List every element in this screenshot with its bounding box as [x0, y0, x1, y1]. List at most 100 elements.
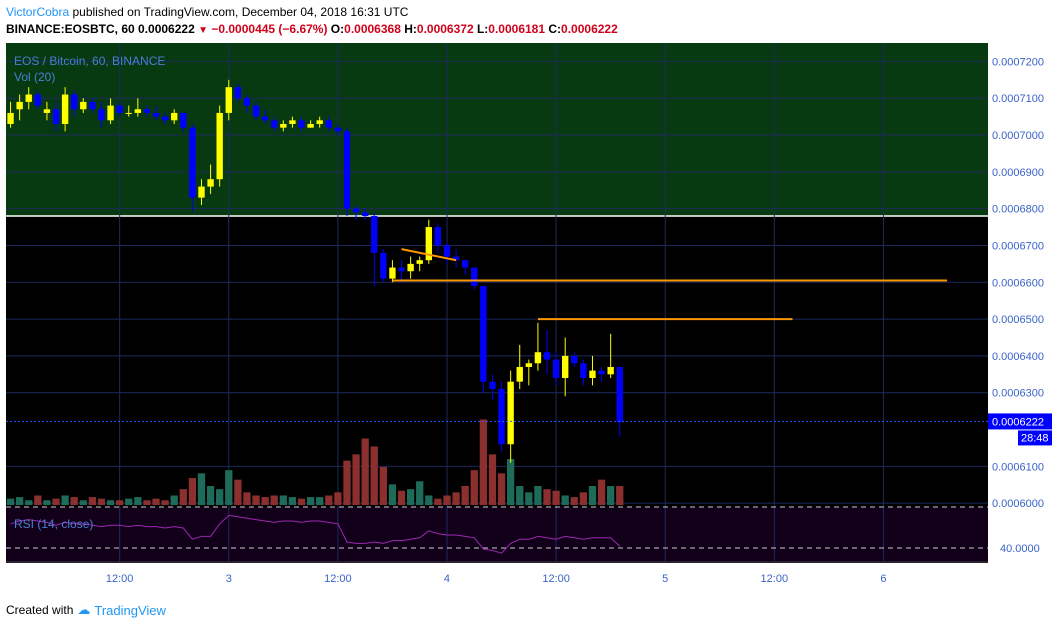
volume-bar — [197, 473, 206, 505]
x-tick-label: 4 — [444, 573, 450, 585]
volume-bar — [416, 481, 424, 505]
trend-line — [401, 248, 457, 262]
candle-body — [152, 112, 160, 117]
volume-bar — [325, 495, 333, 505]
volume-bar — [79, 500, 87, 505]
volume-bar — [607, 486, 615, 505]
candle-body — [525, 363, 533, 367]
volume-bar — [507, 459, 515, 505]
high-value: 0.0006372 — [416, 22, 474, 36]
candle-body — [452, 256, 460, 261]
candle-body — [480, 285, 487, 382]
volume-bar — [143, 500, 151, 505]
volume-bar — [43, 500, 51, 505]
candle-body — [361, 212, 369, 217]
candle-body — [334, 127, 342, 132]
volume-bar — [170, 495, 178, 505]
x-tick-label: 3 — [226, 573, 232, 585]
volume-bar — [306, 497, 315, 505]
publish-line: VictorCobra published on TradingView.com… — [6, 5, 408, 19]
candle-body — [298, 120, 305, 128]
volume-bar — [370, 446, 378, 505]
y-tick-label: 0.0007100 — [992, 93, 1044, 105]
volume-bar — [334, 492, 342, 505]
price-axis — [988, 43, 1058, 563]
y-tick-label: 0.0006800 — [992, 204, 1044, 216]
volume-bar — [70, 497, 78, 505]
candle-body — [543, 352, 551, 360]
candle-body — [316, 120, 323, 124]
candle-body — [52, 109, 60, 124]
candle-body — [343, 131, 351, 209]
volume-bar — [261, 497, 269, 505]
volume-label: Vol (20) — [14, 70, 55, 84]
candle-body — [616, 366, 623, 423]
candle-body — [234, 87, 242, 99]
volume-bar — [561, 495, 569, 505]
volume-bar — [279, 495, 287, 505]
y-tick-label: 0.0006300 — [992, 388, 1044, 400]
candle-body — [261, 116, 269, 121]
candle-body — [534, 352, 542, 364]
candle-body — [171, 112, 178, 121]
volume-bar — [588, 486, 597, 505]
volume-bar — [288, 497, 297, 505]
candle-body — [80, 101, 87, 110]
candle-body — [143, 109, 151, 113]
symbol-text: BINANCE:EOSBTC, 60 — [6, 22, 135, 36]
candle-body — [498, 389, 505, 445]
tradingview-brand[interactable]: TradingView — [94, 602, 166, 618]
candle-body — [271, 120, 278, 128]
volume-bar — [243, 492, 251, 505]
price-label: 0.0006222 — [992, 416, 1044, 428]
rsi-line — [10, 514, 621, 554]
down-triangle-icon: ▼ — [198, 25, 209, 36]
volume-bar — [16, 497, 24, 505]
candle-body — [243, 98, 251, 106]
candle-body — [434, 227, 442, 246]
volume-bar — [234, 479, 242, 505]
volume-bar — [25, 500, 33, 505]
volume-bar — [216, 489, 224, 505]
candle-body — [489, 381, 496, 390]
candle-body — [216, 112, 223, 180]
x-tick-label: 12:00 — [542, 573, 570, 585]
close-label: C: — [548, 22, 562, 36]
candle-body — [225, 87, 232, 113]
volume-bar — [97, 498, 106, 505]
candle-body — [425, 227, 432, 261]
y-tick-label: 0.0006600 — [992, 277, 1044, 289]
volume-bar — [570, 497, 578, 505]
low-label: L: — [476, 22, 489, 36]
candle-body — [352, 208, 360, 213]
volume-bar — [61, 495, 69, 505]
created-with-text: Created with — [6, 603, 74, 617]
y-tick-label: 0.0006100 — [992, 461, 1044, 473]
resistance-zone — [6, 43, 988, 217]
published-text: published on TradingView.com, December 0… — [69, 5, 409, 19]
volume-bar — [461, 486, 469, 505]
candle-body — [407, 263, 414, 272]
candle-body — [161, 116, 169, 121]
volume-bar — [6, 498, 15, 505]
last-price: 0.0006222 — [138, 22, 195, 36]
volume-bar — [470, 470, 478, 505]
volume-bar — [206, 486, 215, 505]
candle-body — [61, 94, 69, 124]
volume-bar — [434, 498, 442, 505]
y-tick-label: 0.0006400 — [992, 351, 1044, 363]
volume-bar — [579, 492, 588, 505]
author-link[interactable]: VictorCobra — [6, 5, 70, 19]
volume-bar — [116, 500, 124, 505]
candle-body — [25, 94, 32, 102]
y-tick-label: 0.0006700 — [992, 240, 1044, 252]
candle-body — [16, 101, 23, 110]
volume-bar — [443, 495, 451, 505]
candle-body — [325, 120, 332, 128]
candle-body — [107, 105, 114, 121]
volume-bar — [452, 492, 460, 505]
low-value: 0.0006181 — [488, 22, 546, 36]
footer: Created with ☁ TradingView — [6, 602, 166, 618]
candle-body — [562, 355, 569, 378]
